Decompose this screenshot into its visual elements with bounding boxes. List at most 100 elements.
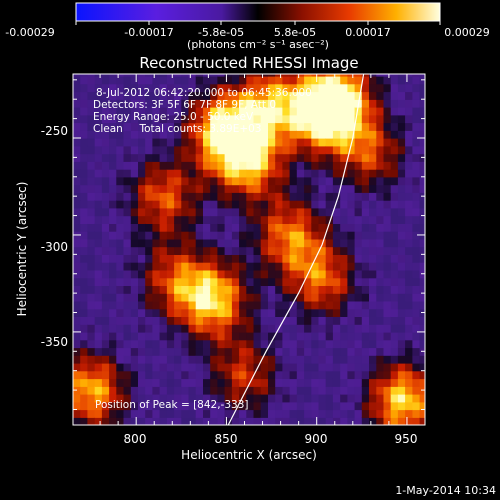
heatmap-cell	[166, 83, 175, 93]
heatmap-cell	[361, 277, 370, 286]
heatmap-cell	[289, 74, 298, 77]
heatmap-cell	[332, 394, 341, 403]
heatmap-cell	[94, 262, 103, 271]
heatmap-cell	[397, 238, 406, 248]
heatmap-cell	[174, 192, 182, 201]
heatmap-cell	[138, 262, 146, 271]
heatmap-cell	[253, 316, 262, 325]
heatmap-cell	[304, 293, 312, 302]
heatmap-cell	[419, 74, 425, 77]
heatmap-cell	[369, 308, 377, 317]
heatmap-cell	[231, 223, 240, 232]
heatmap-cell	[239, 114, 247, 124]
heatmap-cell	[94, 362, 103, 372]
heatmap-cell	[419, 246, 425, 255]
heatmap-cell	[109, 409, 117, 418]
heatmap-cell	[217, 176, 226, 186]
heatmap-cell	[109, 262, 117, 271]
heatmap-cell	[87, 308, 96, 317]
heatmap-cell	[390, 207, 399, 217]
heatmap-cell	[369, 99, 377, 108]
heatmap-cell	[325, 91, 334, 100]
heatmap-cell	[80, 75, 88, 85]
heatmap-cell	[152, 246, 161, 255]
heatmap-cell	[311, 176, 320, 186]
heatmap-cell	[296, 122, 305, 131]
heatmap-cell	[383, 347, 392, 356]
heatmap-cell	[268, 324, 276, 333]
heatmap-cell	[383, 324, 392, 333]
heatmap-cell	[268, 308, 276, 317]
heatmap-cell	[325, 192, 334, 201]
heatmap-cell	[109, 339, 117, 349]
heatmap-cell	[217, 347, 226, 356]
heatmap-cell	[181, 192, 190, 201]
heatmap-cell	[347, 370, 356, 380]
heatmap-cell	[325, 300, 334, 310]
heatmap-cell	[419, 91, 425, 100]
heatmap-cell	[325, 254, 334, 263]
heatmap-cell	[397, 370, 406, 380]
heatmap-cell	[275, 269, 283, 279]
heatmap-cell	[390, 122, 399, 131]
heatmap-cell	[195, 285, 204, 294]
heatmap-cell	[311, 91, 320, 100]
heatmap-cell	[217, 285, 226, 294]
heatmap-cell	[383, 215, 392, 224]
heatmap-cell	[390, 394, 399, 403]
heatmap-cell	[109, 215, 117, 224]
heatmap-cell	[311, 370, 320, 380]
heatmap-cell	[304, 308, 312, 317]
heatmap-cell	[73, 293, 81, 302]
heatmap-cell	[376, 83, 385, 93]
heatmap-cell	[347, 324, 356, 333]
heatmap-cell	[246, 277, 255, 286]
heatmap-cell	[354, 355, 363, 364]
heatmap-cell	[188, 316, 197, 325]
heatmap-cell	[94, 300, 103, 310]
heatmap-cell	[101, 238, 110, 248]
heatmap-cell	[152, 176, 161, 186]
heatmap-cell	[181, 153, 190, 162]
heatmap-cell	[217, 246, 226, 255]
heatmap-cell	[138, 417, 146, 425]
annotation-detectors: Detectors: 3F 5F 6F 7F 8F 9F, Att 0	[93, 99, 276, 111]
heatmap-cell	[296, 362, 305, 372]
heatmap-cell	[181, 223, 190, 232]
heatmap-cell	[101, 91, 110, 100]
y-tick-label: -250	[41, 124, 68, 138]
heatmap-cell	[383, 153, 392, 162]
heatmap-cell	[138, 293, 146, 302]
heatmap-cell	[296, 386, 305, 395]
heatmap-cell	[246, 161, 255, 170]
heatmap-cell	[138, 223, 146, 232]
heatmap-cell	[188, 231, 197, 240]
heatmap-cell	[145, 130, 153, 139]
heatmap-cell	[195, 74, 204, 77]
heatmap-cell	[361, 192, 370, 201]
heatmap-cell	[325, 331, 334, 341]
heatmap-cell	[152, 339, 161, 349]
heatmap-cell	[332, 215, 341, 224]
heatmap-cell	[268, 75, 276, 85]
heatmap-cell	[109, 401, 117, 411]
heatmap-cell	[347, 169, 356, 178]
heatmap-cell	[246, 417, 255, 425]
heatmap-cell	[376, 114, 385, 124]
heatmap-cell	[210, 238, 218, 248]
heatmap-cell	[210, 161, 218, 170]
heatmap-cell	[369, 169, 377, 178]
heatmap-cell	[188, 409, 197, 418]
heatmap-cell	[109, 83, 117, 93]
heatmap-cell	[390, 324, 399, 333]
heatmap-cell	[383, 355, 392, 364]
heatmap-cell	[275, 138, 283, 147]
heatmap-cell	[145, 200, 153, 209]
heatmap-cell	[73, 130, 81, 139]
heatmap-cell	[145, 83, 153, 93]
heatmap-cell	[174, 145, 182, 155]
heatmap-cell	[138, 83, 146, 93]
heatmap-cell	[94, 238, 103, 248]
heatmap-cell	[332, 169, 341, 178]
heatmap-cell	[369, 339, 377, 349]
